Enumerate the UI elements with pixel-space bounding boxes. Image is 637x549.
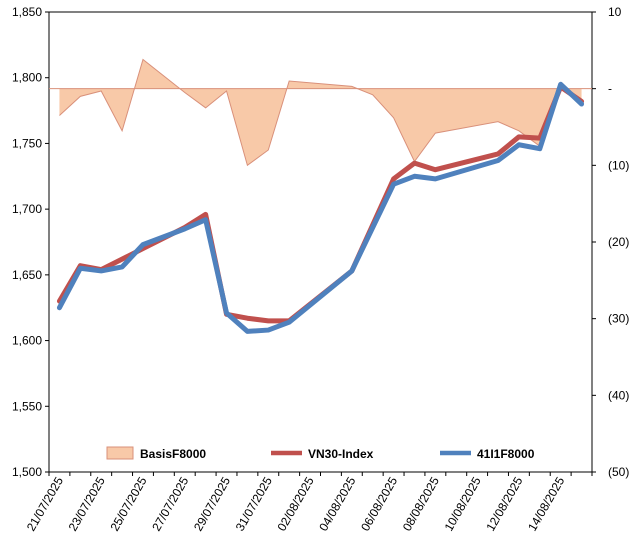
- y-left-tick-label: 1,700: [12, 202, 42, 216]
- x-tick-label: 21/07/2025: [24, 474, 66, 533]
- y-right-tick-label: 10: [608, 5, 622, 19]
- legend: BasisF8000 VN30-Index 41I1F8000: [106, 446, 535, 461]
- x-tick-label: 02/08/2025: [275, 474, 317, 533]
- legend-label-vn30: VN30-Index: [308, 447, 374, 461]
- x-tick-label: 10/08/2025: [442, 474, 484, 533]
- x-tick-label: 08/08/2025: [400, 474, 442, 533]
- x-tick-label: 27/07/2025: [149, 474, 191, 533]
- legend-label-41i1f8000: 41I1F8000: [477, 447, 535, 461]
- plot-border: [48, 11, 593, 473]
- legend-label-basis: BasisF8000: [140, 447, 206, 461]
- x-tick-label: 04/08/2025: [316, 474, 358, 533]
- y-left-tick-label: 1,500: [12, 465, 42, 479]
- series-area-basisf8000: [59, 59, 582, 166]
- x-tick-label: 25/07/2025: [107, 474, 149, 533]
- x-tick-label: 14/08/2025: [525, 474, 567, 533]
- series-line-41i1f8000: [56, 81, 585, 334]
- y-left-tick-label: 1,650: [12, 268, 42, 282]
- y-right-tick-label: -: [608, 82, 612, 96]
- y-right-tick-label: (40): [608, 388, 629, 402]
- y-left-tick-label: 1,800: [12, 71, 42, 85]
- y-right-tick-label: (30): [608, 312, 629, 326]
- x-tick-label: 12/08/2025: [483, 474, 525, 533]
- y-left-tick-label: 1,600: [12, 334, 42, 348]
- y-left-tick-label: 1,850: [12, 5, 42, 19]
- y-right-tick-label: (20): [608, 235, 629, 249]
- x-tick-label: 23/07/2025: [66, 474, 108, 533]
- x-tick-label: 06/08/2025: [358, 474, 400, 533]
- y-right-tick-label: (50): [608, 465, 629, 479]
- y-left-tick-label: 1,750: [12, 136, 42, 150]
- legend-swatch-basis: [106, 446, 134, 460]
- series-area-edge-basisf8000: [59, 58, 582, 167]
- y-right-tick-label: (10): [608, 158, 629, 172]
- y-left-tick-label: 1,550: [12, 399, 42, 413]
- x-tick-label: 31/07/2025: [233, 474, 275, 533]
- x-tick-label: 29/07/2025: [191, 474, 233, 533]
